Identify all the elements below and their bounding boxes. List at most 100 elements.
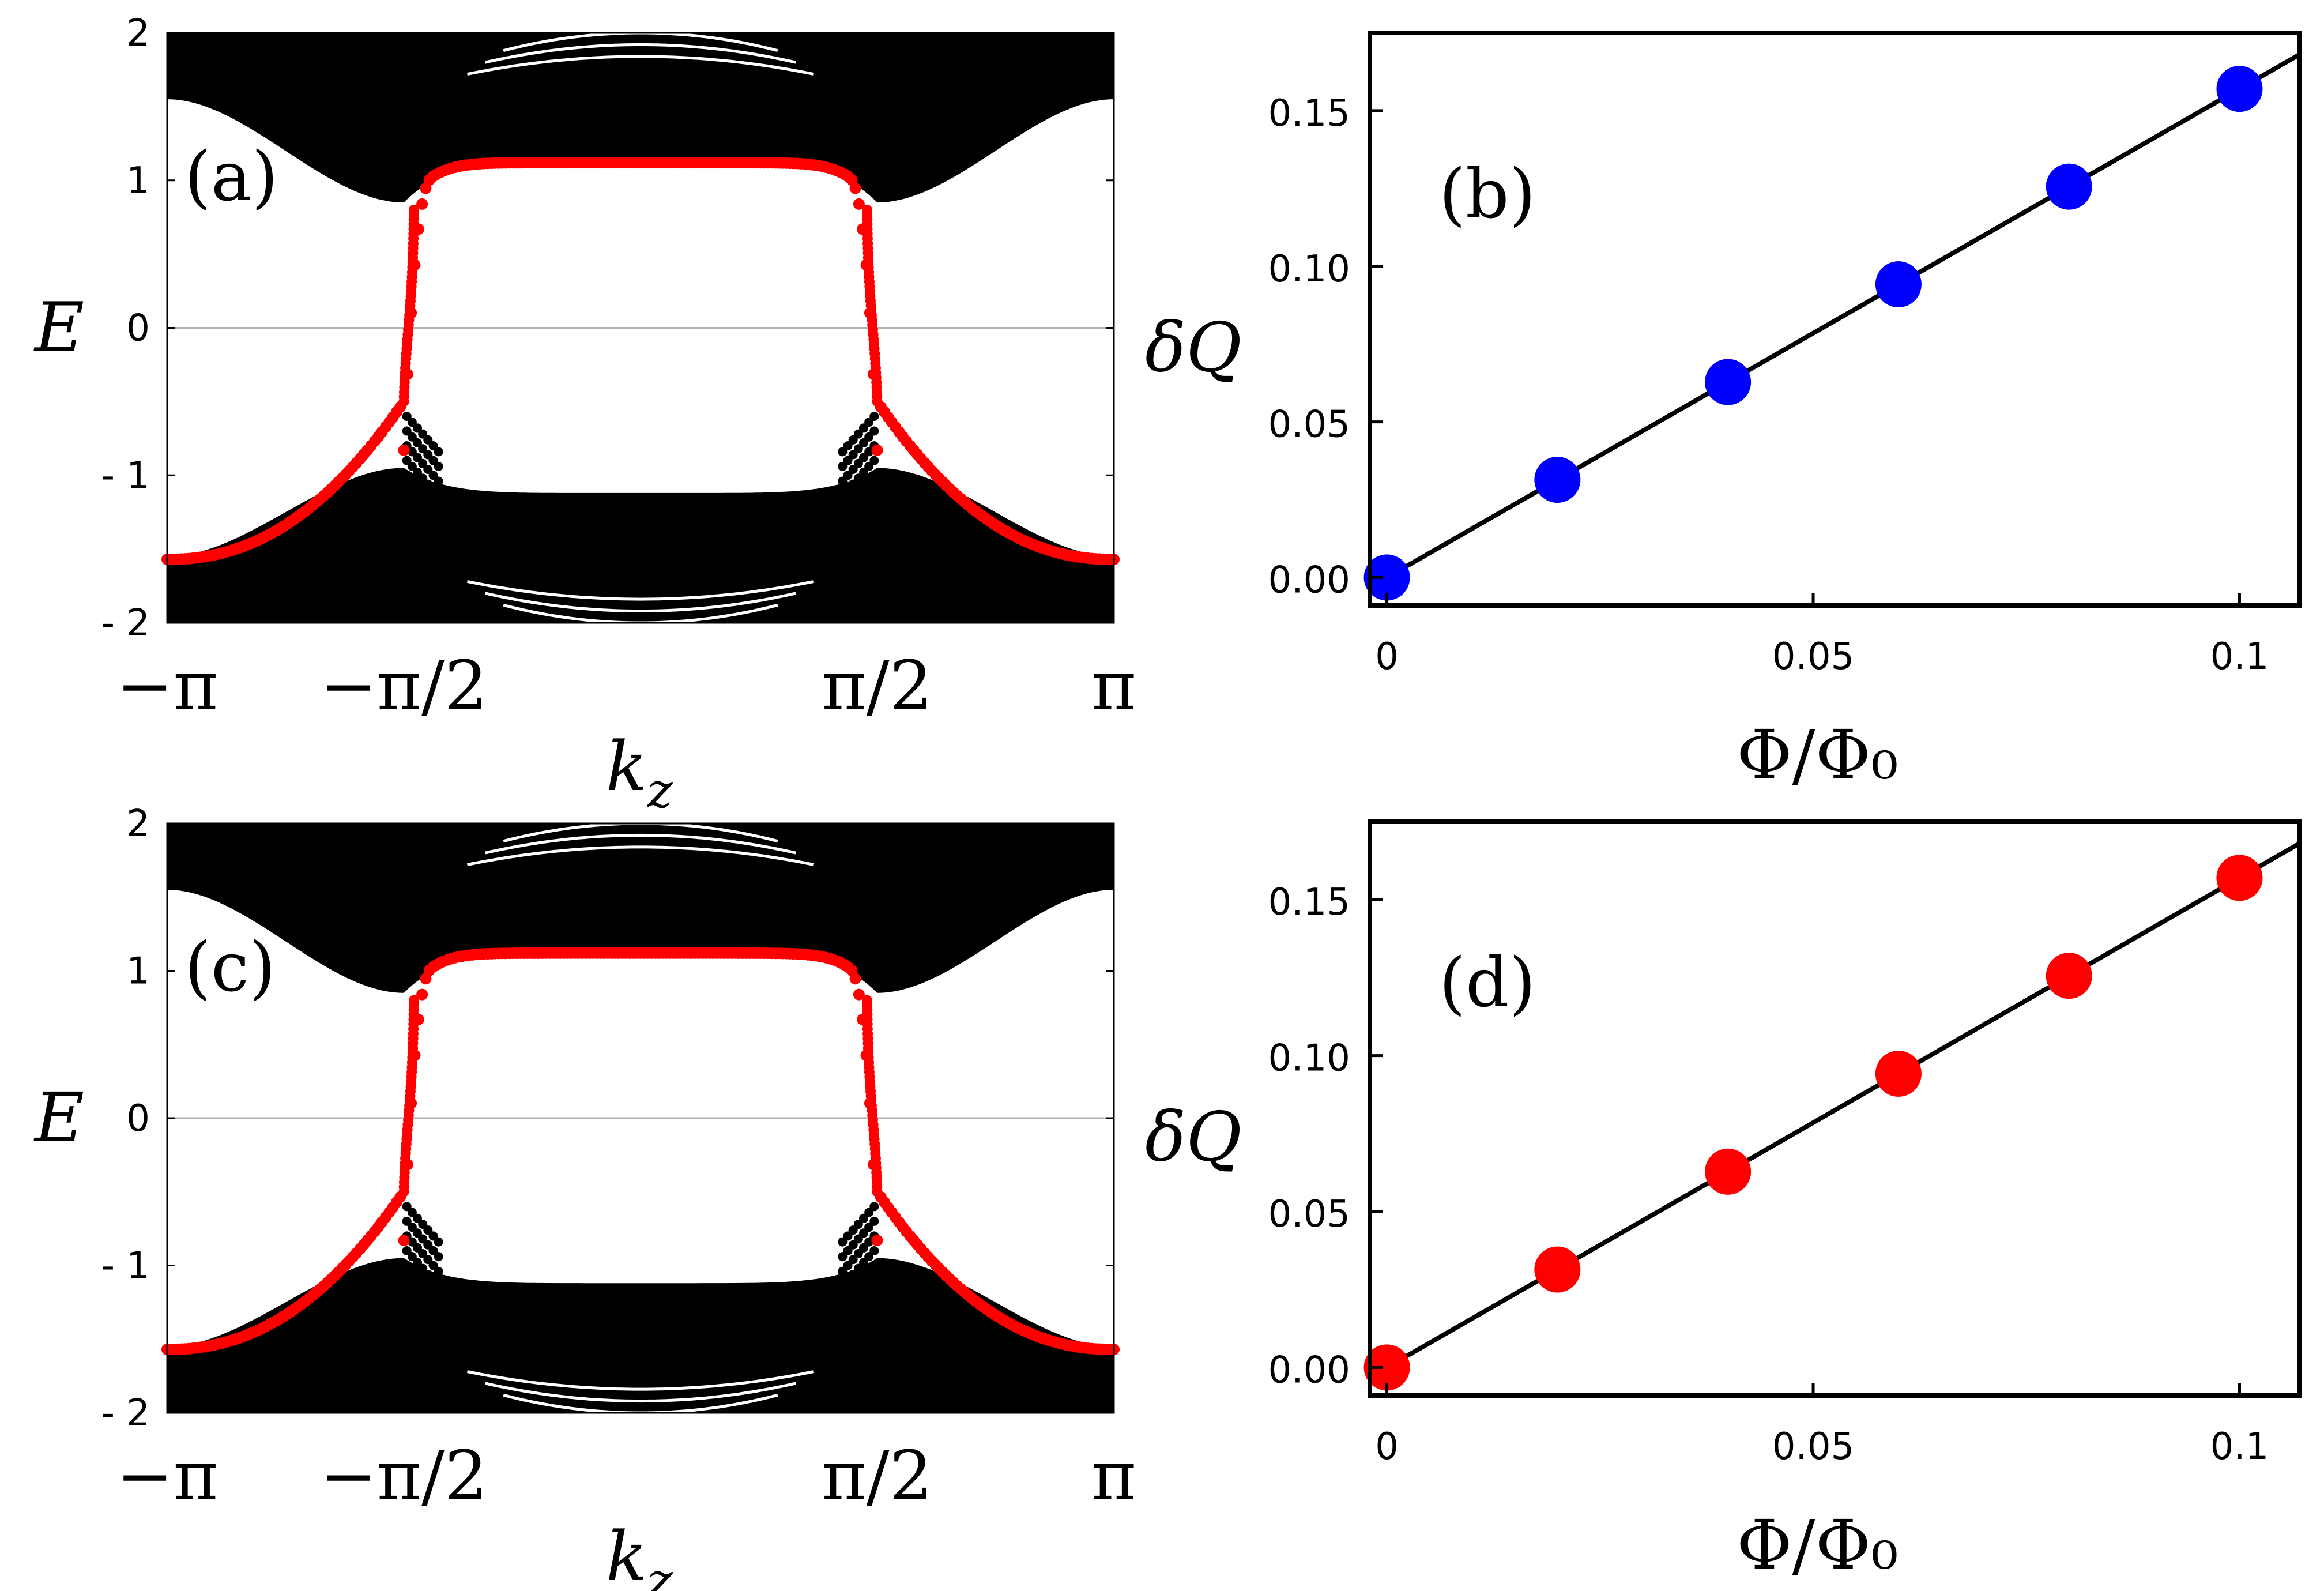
x-axis-label: Φ/Φ₀ <box>1737 1505 1899 1585</box>
x-tick-label: π/2 <box>822 1436 932 1515</box>
y-tick-label: 0.15 <box>1268 92 1351 135</box>
edge-state-dot <box>871 1235 883 1247</box>
bulk-state-dot <box>434 491 443 501</box>
bulk-state-dot <box>843 1261 853 1270</box>
data-point <box>1363 1344 1410 1391</box>
bulk-state-dot <box>864 447 874 457</box>
bulk-state-dot <box>434 1266 443 1276</box>
bulk-state-dot <box>843 456 853 465</box>
y-tick-label: 1 <box>126 160 150 202</box>
bulk-state-dot <box>418 1219 428 1229</box>
bulk-state-dot <box>848 1240 858 1250</box>
x-tick-label: 0 <box>1375 1425 1399 1468</box>
bulk-subband-line <box>467 580 814 601</box>
y-tick-label: - 2 <box>101 1392 150 1435</box>
y-tick-label: - 1 <box>101 1245 150 1288</box>
data-point <box>2216 855 2263 901</box>
bulk-state-dot <box>413 1228 423 1238</box>
bulk-state-dot <box>407 1208 417 1217</box>
bulk-state-dot <box>864 1252 874 1262</box>
x-axis-label: kz <box>606 1517 673 1591</box>
edge-state-dot <box>853 198 865 210</box>
bulk-state-dot <box>853 1249 863 1259</box>
bulk-state-dot <box>864 461 874 471</box>
bulk-state-dot <box>864 432 874 442</box>
y-tick-label: 0 <box>126 307 150 350</box>
edge-state-dot <box>416 988 428 1001</box>
y-axis-label: δQ <box>1145 1097 1242 1177</box>
bulk-state-dot <box>858 1228 868 1238</box>
data-point <box>1363 554 1410 601</box>
y-axis-label: δQ <box>1145 308 1242 388</box>
y-tick-label: 2 <box>126 12 150 55</box>
bulk-state-dot <box>423 465 433 475</box>
bulk-state-dot <box>869 411 879 421</box>
bulk-state-dot <box>423 450 433 460</box>
y-tick-label: 0.05 <box>1268 404 1351 446</box>
edge-state-dot <box>849 182 861 194</box>
y-tick-label: 2 <box>126 803 150 845</box>
x-tick-label: −π/2 <box>320 1436 488 1515</box>
bulk-state-dot <box>853 444 863 454</box>
bulk-subband-line <box>485 1382 796 1403</box>
data-point <box>1705 1148 1752 1195</box>
bulk-state-dot <box>853 1219 863 1229</box>
bulk-state-dot <box>843 485 853 495</box>
bulk-state-dot <box>843 441 853 451</box>
panel-c-band-structure: - 2 - 1 0 1 2 −π −π/2 π/2 π Ekz (c) <box>33 803 1136 1591</box>
x-tick-label: 0.05 <box>1772 1425 1855 1468</box>
bulk-state-dot <box>428 1261 438 1270</box>
panel-a-band-structure: - 2 - 1 0 1 2 −π −π/2 π/2 π Ekz (a) <box>33 12 1136 819</box>
y-tick-label: 0.00 <box>1268 559 1351 601</box>
bulk-state-dot <box>418 1249 428 1259</box>
x-axis-label: kz <box>606 727 673 819</box>
bulk-state-dot <box>853 429 863 439</box>
bulk-state-dot <box>853 473 863 483</box>
edge-state-dot <box>398 1235 410 1247</box>
bulk-subband-line <box>485 833 796 855</box>
bulk-state-dot <box>858 468 868 477</box>
x-tick-label: −π <box>116 1436 218 1515</box>
bulk-state-dot <box>864 1237 874 1247</box>
panel-d-charge-vs-flux: 0.00 0.05 0.10 0.15 0 0.05 0.1 δQ Φ/Φ₀ (d) <box>1145 819 2302 1585</box>
bulk-state-dot <box>407 418 417 427</box>
y-tick-label: 0.10 <box>1268 1037 1351 1080</box>
bulk-state-dot <box>843 1231 853 1241</box>
edge-state-dot <box>398 444 410 456</box>
data-point <box>2046 163 2092 210</box>
bulk-state-dot <box>407 447 417 457</box>
bulk-state-dot <box>402 426 412 436</box>
bulk-state-dot <box>848 1225 858 1235</box>
bulk-subband-line <box>467 1370 814 1391</box>
bulk-state-dot <box>413 438 423 447</box>
y-tick-label: - 1 <box>101 454 150 497</box>
bulk-state-dot <box>858 453 868 462</box>
bulk-state-dot <box>858 1213 868 1223</box>
bulk-state-dot <box>423 1240 433 1250</box>
data-point <box>1875 1050 1922 1097</box>
bulk-state-dot <box>838 491 848 501</box>
bulk-state-dot <box>848 1255 858 1265</box>
conduction-band-region <box>167 33 1114 203</box>
x-axis-label-subscript: z <box>647 762 673 819</box>
x-tick-label: 0.05 <box>1772 635 1855 678</box>
y-tick-label: 1 <box>126 950 150 993</box>
bulk-state-dot <box>434 1237 443 1247</box>
x-tick-label: 0.1 <box>2210 1425 2269 1468</box>
panel-b-charge-vs-flux: 0.00 0.05 0.10 0.15 0 0.05 0.1 δQ Φ/Φ₀ (b) <box>1145 31 2302 795</box>
bulk-state-dot <box>418 444 428 454</box>
bulk-state-dot <box>434 1252 443 1262</box>
bulk-state-dot <box>428 485 438 495</box>
x-tick-label: 0 <box>1375 635 1399 678</box>
bulk-state-dot <box>858 423 868 433</box>
bulk-state-dot <box>423 1269 433 1279</box>
bulk-state-dot <box>434 1281 443 1291</box>
bulk-state-dot <box>864 1223 874 1232</box>
bulk-state-dot <box>428 441 438 451</box>
bulk-state-dot <box>428 1276 438 1285</box>
edge-state-crossing-dot <box>872 396 883 407</box>
bulk-state-dot <box>407 1252 417 1262</box>
bulk-subband-line <box>467 55 814 76</box>
bulk-state-dot <box>853 458 863 468</box>
bulk-state-dot <box>407 1237 417 1247</box>
